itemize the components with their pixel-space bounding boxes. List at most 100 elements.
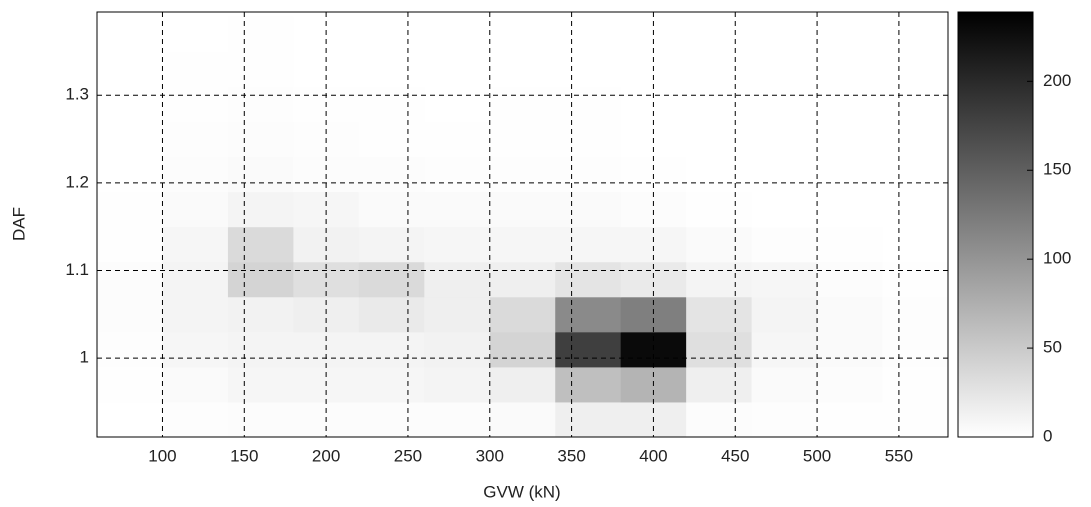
y-axis-label: DAF	[9, 207, 28, 241]
heatmap-cell	[358, 191, 425, 228]
plot-frame	[96, 11, 949, 438]
heatmap-cell	[751, 16, 818, 52]
heatmap-cell	[97, 401, 163, 437]
heatmap-cell	[162, 226, 229, 263]
heatmap-cell	[162, 16, 229, 52]
heatmap-cell	[424, 191, 491, 228]
heatmap-cell	[97, 121, 163, 158]
heatmap-cell	[555, 331, 622, 368]
heatmap-cell	[358, 156, 425, 193]
heatmap-cell	[555, 86, 622, 123]
heatmap-cell	[882, 121, 948, 158]
heatmap-cell	[424, 366, 491, 403]
heatmap-cell	[162, 156, 229, 193]
heatmap-cell	[489, 156, 556, 193]
heatmap-cell	[227, 191, 294, 228]
heatmap-cell	[489, 296, 556, 333]
heatmap-cell	[358, 86, 425, 123]
heatmap-cell	[424, 156, 491, 193]
heatmap-cell	[489, 51, 556, 87]
heatmap-cell	[162, 191, 229, 228]
heatmap-cell	[882, 226, 948, 263]
heatmap-cell	[424, 261, 491, 298]
heatmap-cell	[97, 261, 163, 298]
heatmap-cell	[358, 51, 425, 87]
heatmap-cell	[882, 261, 948, 298]
heatmap-cell	[489, 366, 556, 403]
heatmap-cell	[817, 296, 884, 333]
heatmap-cell	[686, 331, 753, 368]
heatmap-cell	[882, 296, 948, 333]
x-tick-label: 300	[476, 446, 504, 465]
heatmap-cell	[817, 401, 884, 437]
heatmap-cell	[97, 331, 163, 368]
y-tick-label: 1.1	[65, 260, 89, 279]
heatmap-cell	[686, 366, 753, 403]
x-tick-label: 200	[312, 446, 340, 465]
heatmap-cell	[817, 51, 884, 87]
heatmap-cell	[555, 121, 622, 158]
heatmap-cell	[817, 121, 884, 158]
heatmap-cell	[555, 296, 622, 333]
heatmap-cell	[751, 191, 818, 228]
heatmap-cell	[358, 121, 425, 158]
heatmap-cell	[882, 401, 948, 437]
heatmap-cell	[97, 156, 163, 193]
grid	[97, 12, 948, 437]
heatmap-cell	[686, 51, 753, 87]
heatmap-cell	[227, 331, 294, 368]
heatmap-cell	[489, 191, 556, 228]
heatmap-cell	[555, 156, 622, 193]
heatmap-cell	[686, 261, 753, 298]
x-tick-label: 250	[394, 446, 422, 465]
heatmap-cell	[489, 261, 556, 298]
heatmap-cell	[97, 366, 163, 403]
heatmap-cell	[817, 261, 884, 298]
heatmap-cell	[686, 401, 753, 437]
heatmap-cell	[751, 51, 818, 87]
heatmap-cell	[489, 226, 556, 263]
x-tick-label: 150	[230, 446, 258, 465]
heatmap-cell	[751, 366, 818, 403]
heatmap-cell	[686, 16, 753, 52]
heatmap-cell	[882, 51, 948, 87]
heatmap-cell	[97, 296, 163, 333]
x-tick-label: 500	[803, 446, 831, 465]
heatmap-cell	[162, 401, 229, 437]
heatmap-cell	[97, 16, 163, 52]
x-tick-label: 350	[557, 446, 585, 465]
colorbar-tick-label: 50	[1043, 338, 1062, 357]
heatmap-cell	[424, 121, 491, 158]
x-axis-label: GVW (kN)	[483, 482, 560, 501]
heatmap-cell	[751, 156, 818, 193]
heatmap-cell	[358, 366, 425, 403]
heatmap-cell	[817, 366, 884, 403]
heatmap-cells	[97, 16, 948, 437]
heatmap-cell	[358, 226, 425, 263]
heatmap-cell	[882, 86, 948, 123]
heatmap-cell	[882, 366, 948, 403]
heatmap-cell	[162, 121, 229, 158]
heatmap-cell	[751, 331, 818, 368]
heatmap-cell	[817, 156, 884, 193]
colorbar-tick-label: 200	[1043, 71, 1071, 90]
heatmap-cell	[751, 261, 818, 298]
heatmap-cell	[162, 86, 229, 123]
colorbar	[957, 11, 1034, 438]
colorbar-tick-label: 100	[1043, 249, 1071, 268]
heatmap-cell	[751, 121, 818, 158]
heatmap-cell	[424, 401, 491, 437]
x-tick-label: 100	[148, 446, 176, 465]
y-tick-label: 1.3	[65, 85, 89, 104]
heatmap-cell	[424, 296, 491, 333]
heatmap-cell	[686, 121, 753, 158]
heatmap-cell	[227, 261, 294, 298]
heatmap-cell	[555, 51, 622, 87]
heatmap-cell	[424, 331, 491, 368]
y-tick-label: 1.2	[65, 172, 89, 191]
heatmap-cell	[358, 296, 425, 333]
heatmap-cell	[227, 401, 294, 437]
heatmap-cell	[817, 331, 884, 368]
heatmap-cell	[555, 16, 622, 52]
